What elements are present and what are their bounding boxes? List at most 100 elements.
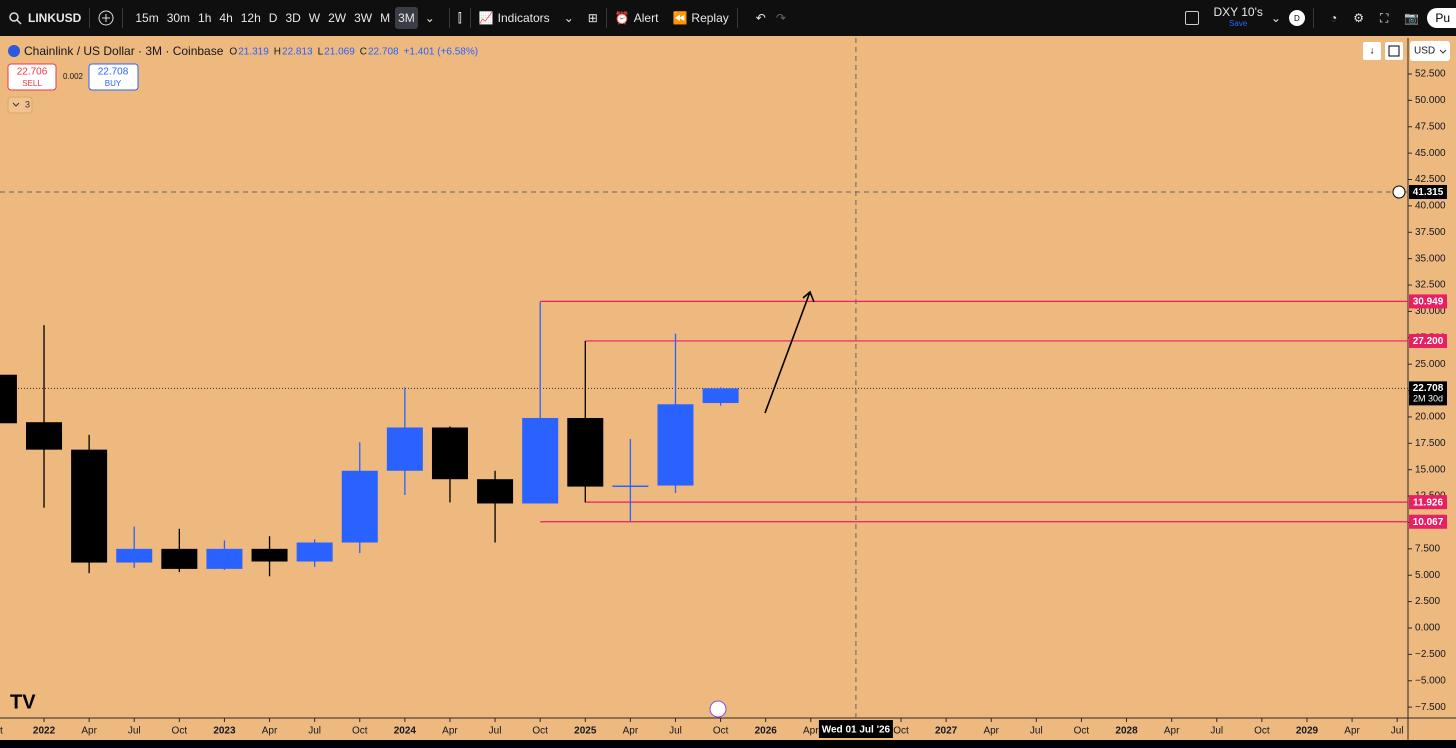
x-tick-label: 2025	[574, 726, 597, 737]
buy-button[interactable]	[88, 63, 139, 91]
y-tick-label: 17.500	[1415, 438, 1446, 449]
layout-name: DXY 10's	[1213, 5, 1263, 19]
indicators-toggle[interactable]	[7, 96, 33, 114]
plot-area	[0, 38, 1408, 718]
interval[interactable]: 3M	[395, 7, 418, 29]
y-tick-label: 25.000	[1415, 359, 1446, 370]
currency: USD	[1414, 46, 1435, 57]
indicators-menu[interactable]: ⌄	[563, 11, 574, 25]
add-symbol-icon[interactable]	[98, 10, 114, 26]
x-tick-label: 2029	[1296, 726, 1319, 737]
y-tick-label: 37.500	[1415, 227, 1446, 238]
separator	[736, 8, 738, 28]
ohlc-label: O	[229, 47, 237, 58]
hotlist-icon[interactable]: ◔	[1329, 11, 1338, 25]
crosshair-price-label: 41.315	[1413, 187, 1444, 198]
candle-body	[341, 470, 378, 543]
y-tick-label: 15.000	[1415, 464, 1446, 475]
separator	[448, 8, 450, 28]
x-tick-label: 2026	[755, 726, 778, 737]
candle-body	[477, 479, 514, 504]
separator	[1312, 8, 1314, 28]
symbol[interactable]: LINKUSD	[28, 11, 82, 25]
add-alert-icon	[1392, 185, 1406, 199]
y-tick-label: 20.000	[1415, 412, 1446, 423]
x-tick-label: Oct	[1074, 726, 1090, 737]
ohlc-value: 22.708	[368, 47, 399, 58]
crosshair-price-box	[1409, 185, 1447, 200]
interval[interactable]: 30m	[166, 11, 191, 25]
bottom-border	[0, 740, 1456, 748]
fullscreen-icon[interactable]: ⛶	[1379, 10, 1389, 25]
undo[interactable]: ↶	[755, 11, 766, 25]
search-icon	[9, 12, 22, 25]
replay-icon: ⏪	[672, 11, 688, 25]
interval[interactable]: W	[308, 11, 321, 25]
x-tick-label: Jul	[1210, 726, 1223, 737]
interval[interactable]: 15m	[135, 11, 159, 25]
x-tick-label: Apr	[803, 726, 819, 737]
level-label-box	[1409, 495, 1447, 510]
spark-icon[interactable]	[709, 700, 727, 718]
y-tick-label: 2.500	[1415, 596, 1440, 607]
last-price-box	[1409, 381, 1447, 406]
tv-logo: TV	[10, 691, 36, 713]
interval[interactable]: 1h	[198, 11, 212, 25]
x-tick-label: 2022	[33, 726, 56, 737]
interval-menu[interactable]: ⌄	[424, 11, 435, 25]
toolbar: LINKUSD 15m 30m 1h 4h 12h D 3D W 2W 3W M 3M ⌄ ⫿ 📈 I…	[0, 0, 1456, 36]
y-tick-label: 30.000	[1415, 306, 1446, 317]
alert[interactable]: Alert	[633, 11, 659, 25]
interval[interactable]: 4h	[219, 11, 233, 25]
x-tick-label: Jul	[308, 726, 321, 737]
x-tick-label: 2024	[394, 726, 417, 737]
interval[interactable]: 2W	[328, 11, 347, 25]
layout-menu[interactable]: ⌄	[1270, 11, 1281, 25]
sell-button[interactable]	[7, 63, 57, 91]
candle-body	[206, 548, 243, 569]
scroll-button[interactable]	[1363, 42, 1381, 60]
currency-button[interactable]	[1410, 41, 1450, 61]
avatar[interactable]: D	[1288, 10, 1305, 26]
candle-body	[296, 542, 333, 562]
y-tick-label: 32.500	[1415, 280, 1446, 291]
interval[interactable]: 3D	[285, 11, 301, 25]
y-tick-label: 50.000	[1415, 95, 1446, 106]
x-tick-label: Apr	[81, 726, 97, 737]
x-tick-label: Apr	[983, 726, 999, 737]
y-tick-label: 5.000	[1415, 570, 1440, 581]
settings-icon[interactable]: ⚙	[1353, 11, 1364, 25]
fullscreen-button[interactable]	[1385, 42, 1403, 60]
interval[interactable]: D	[268, 11, 278, 25]
ohlc-label: H	[274, 47, 281, 58]
y-tick-label: −2.500	[1415, 649, 1446, 660]
y-tick-label: −7.500	[1415, 702, 1446, 713]
interval[interactable]: 12h	[240, 11, 261, 25]
trend-arrow	[764, 290, 815, 414]
spread: 0.002	[63, 72, 84, 81]
x-tick-label: ct	[0, 726, 3, 737]
x-tick-label: 2028	[1115, 726, 1138, 737]
y-tick-label: 52.500	[1415, 69, 1446, 80]
x-tick-label: Apr	[1344, 726, 1360, 737]
interval[interactable]: 3W	[354, 11, 373, 25]
candle-body	[702, 388, 739, 404]
publish[interactable]: Pu	[1427, 8, 1456, 28]
templates[interactable]: ⊞	[587, 11, 598, 25]
layout[interactable]: DXY 10's Save	[1213, 5, 1263, 29]
y-tick-label: 7.500	[1415, 543, 1440, 554]
x-tick-label: Jul	[1030, 726, 1043, 737]
snapshot-icon[interactable]: 📷	[1404, 11, 1420, 25]
x-tick-label: Oct	[172, 726, 188, 737]
indicators[interactable]: Indicators	[497, 11, 550, 25]
interval[interactable]: M	[380, 11, 391, 25]
level-label-box	[1409, 294, 1447, 309]
crosshair-time-box	[818, 720, 893, 738]
x-tick-label: Jul	[669, 726, 682, 737]
replay[interactable]: Replay	[691, 11, 729, 25]
redo[interactable]: ↷	[775, 11, 786, 25]
chart-type[interactable]: ⫿	[457, 10, 462, 25]
level-label: 27.200	[1413, 336, 1444, 347]
layout-status: Save	[1229, 19, 1248, 28]
